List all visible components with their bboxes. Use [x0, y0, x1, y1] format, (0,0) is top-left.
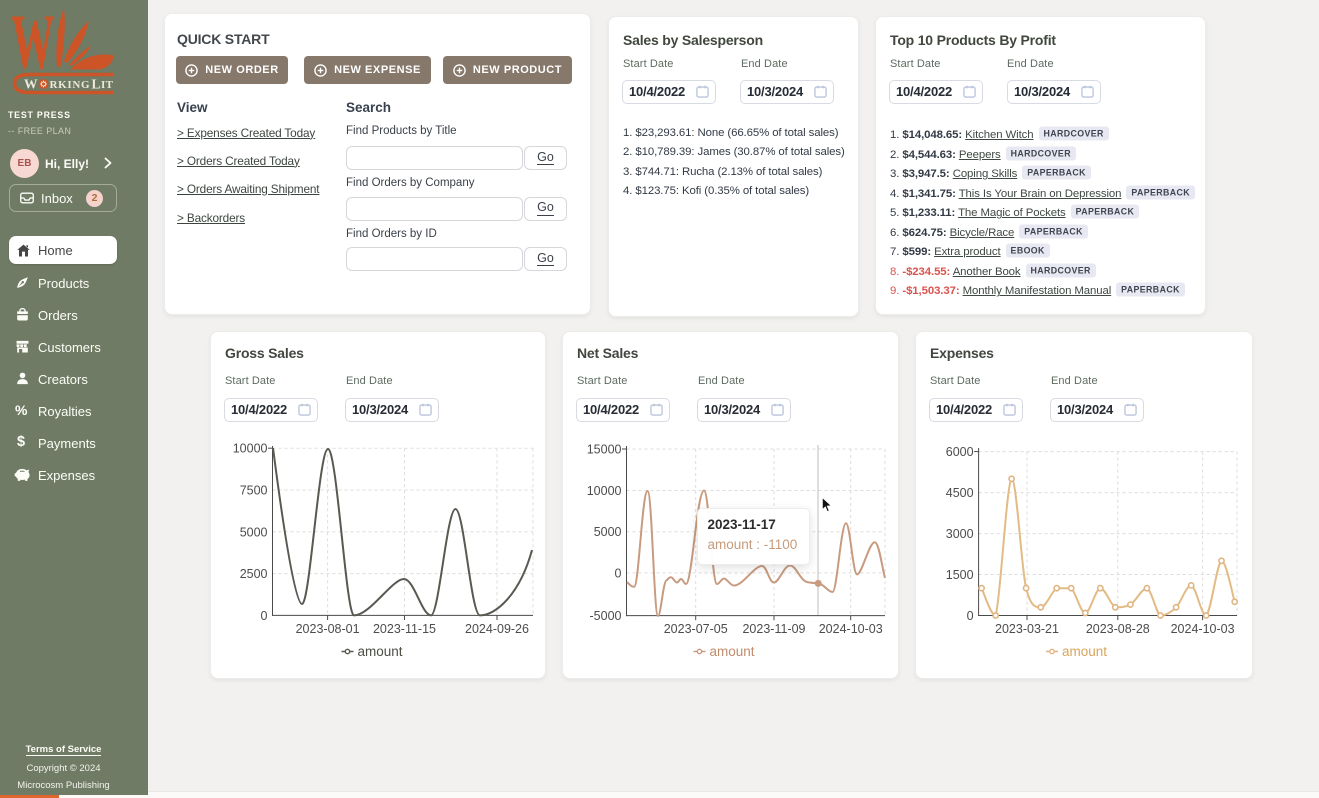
- svg-text:0: 0: [967, 609, 974, 623]
- svg-text:3000: 3000: [946, 527, 974, 541]
- svg-text:2024-10-03: 2024-10-03: [819, 622, 883, 636]
- svg-text:2024-10-03: 2024-10-03: [1171, 622, 1235, 636]
- svg-text:2024-09-26: 2024-09-26: [465, 622, 529, 636]
- svg-text:amount: amount: [1062, 644, 1107, 659]
- svg-text:W: W: [11, 0, 55, 85]
- svg-text:amount: amount: [358, 644, 403, 659]
- svg-text:0: 0: [261, 609, 268, 623]
- svg-text:2023-11-15: 2023-11-15: [373, 622, 436, 636]
- svg-text:RKING: RKING: [50, 79, 91, 91]
- svg-text:-5000: -5000: [590, 609, 622, 623]
- svg-text:IT: IT: [101, 79, 114, 91]
- svg-text:10000: 10000: [233, 442, 268, 456]
- svg-text:0: 0: [615, 566, 622, 580]
- svg-text:15000: 15000: [587, 443, 622, 457]
- svg-text:2023-03-21: 2023-03-21: [995, 622, 1059, 636]
- svg-text:6000: 6000: [946, 445, 974, 459]
- svg-text:1500: 1500: [946, 568, 974, 582]
- svg-text:5000: 5000: [240, 525, 268, 539]
- svg-text:2023-11-09: 2023-11-09: [742, 622, 805, 636]
- svg-text:2500: 2500: [240, 567, 268, 581]
- svg-text:amount: amount: [710, 644, 755, 659]
- svg-text:4500: 4500: [946, 486, 974, 500]
- svg-text:L: L: [92, 77, 101, 92]
- svg-text:10000: 10000: [587, 484, 622, 498]
- svg-text:5000: 5000: [594, 525, 622, 539]
- svg-text:2023-08-28: 2023-08-28: [1086, 622, 1150, 636]
- svg-text:2023-08-01: 2023-08-01: [296, 622, 360, 636]
- svg-text:7500: 7500: [240, 484, 268, 498]
- svg-text:W: W: [24, 77, 38, 92]
- svg-text:2023-07-05: 2023-07-05: [664, 622, 728, 636]
